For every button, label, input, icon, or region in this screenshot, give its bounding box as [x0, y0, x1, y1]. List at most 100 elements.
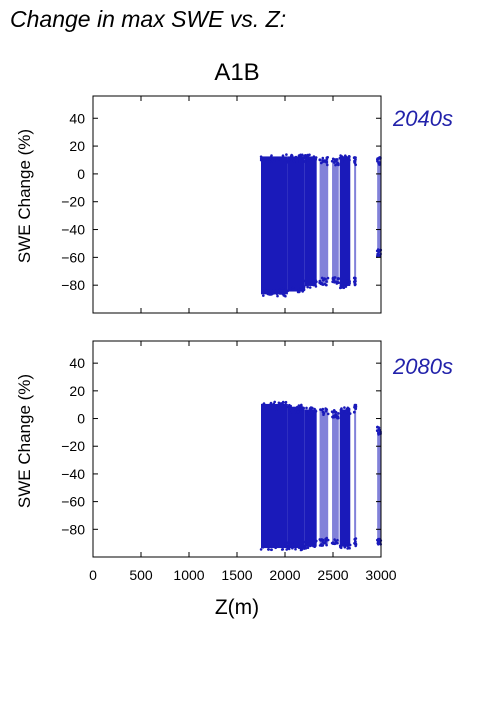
- y-axis-title: SWE Change (%): [15, 129, 34, 263]
- data-point: [340, 412, 344, 416]
- data-point: [376, 249, 380, 253]
- point-cluster: [259, 400, 289, 552]
- data-point: [271, 407, 275, 411]
- data-point: [314, 156, 318, 159]
- data-point: [308, 157, 312, 161]
- x-tick-label: 2500: [317, 567, 348, 583]
- data-point: [320, 538, 324, 541]
- data-point: [263, 159, 266, 162]
- data-point: [340, 155, 344, 158]
- y-tick-label: −40: [61, 466, 85, 482]
- y-tick-label: −40: [61, 222, 85, 238]
- data-point: [321, 544, 325, 547]
- data-point: [309, 541, 313, 544]
- data-point: [314, 410, 318, 413]
- data-point: [267, 548, 271, 551]
- data-point: [267, 545, 271, 548]
- data-point: [347, 411, 350, 415]
- point-band: [339, 156, 351, 286]
- y-tick-label: 0: [77, 166, 85, 182]
- point-band: [377, 428, 381, 544]
- data-point: [315, 539, 318, 543]
- data-point: [325, 160, 328, 164]
- data-point: [265, 544, 268, 547]
- point-cluster: [286, 153, 306, 294]
- data-point: [262, 287, 266, 290]
- data-point: [304, 283, 308, 287]
- y-tick-label: −20: [61, 438, 85, 454]
- point-cluster: [330, 409, 340, 546]
- data-point: [280, 408, 283, 412]
- data-point: [281, 287, 285, 290]
- data-point: [259, 155, 263, 158]
- data-point: [323, 277, 326, 280]
- data-point: [340, 282, 344, 286]
- data-point: [344, 155, 348, 159]
- data-point: [308, 159, 312, 163]
- data-point: [333, 538, 336, 541]
- data-point: [286, 541, 290, 544]
- data-point: [307, 414, 311, 417]
- data-point: [376, 425, 379, 429]
- data-point: [313, 407, 316, 411]
- point-band: [287, 406, 305, 549]
- data-point: [314, 279, 317, 282]
- data-point: [303, 154, 306, 158]
- data-point: [331, 276, 335, 280]
- data-point: [277, 544, 281, 548]
- data-point: [354, 403, 358, 407]
- data-point: [299, 544, 303, 547]
- data-point: [285, 153, 288, 156]
- data-point: [295, 160, 299, 163]
- data-point: [333, 414, 336, 418]
- data-point: [308, 411, 312, 415]
- data-point: [307, 409, 311, 413]
- point-cluster: [338, 154, 351, 290]
- page-title: Change in max SWE vs. Z:: [10, 6, 287, 32]
- data-point: [303, 160, 307, 164]
- data-point: [346, 283, 349, 287]
- data-point: [269, 401, 273, 405]
- data-point: [291, 286, 295, 289]
- data-point: [343, 406, 346, 409]
- data-point: [275, 405, 279, 408]
- data-point: [278, 292, 282, 295]
- data-point: [299, 285, 303, 289]
- data-point: [270, 548, 273, 552]
- data-point: [318, 538, 322, 541]
- data-point: [331, 410, 335, 414]
- data-point: [348, 546, 351, 550]
- data-point: [353, 538, 357, 541]
- data-point: [348, 543, 352, 547]
- point-band: [377, 159, 381, 256]
- data-point: [274, 157, 278, 160]
- data-point: [294, 547, 297, 551]
- data-point: [298, 289, 301, 293]
- data-point: [302, 406, 306, 410]
- data-point: [334, 280, 338, 284]
- data-point: [326, 163, 329, 167]
- data-point: [375, 429, 379, 432]
- data-point: [276, 294, 279, 298]
- data-point: [339, 286, 342, 290]
- data-point: [284, 294, 287, 298]
- data-point: [284, 401, 287, 405]
- data-point: [261, 543, 264, 546]
- point-cluster: [353, 403, 358, 548]
- data-point: [312, 544, 315, 548]
- data-point: [334, 541, 338, 545]
- y-tick-label: −60: [61, 494, 85, 510]
- data-point: [297, 546, 301, 550]
- data-point: [353, 159, 356, 163]
- data-point: [281, 291, 284, 294]
- data-point: [312, 160, 316, 164]
- data-point: [353, 405, 356, 409]
- data-point: [270, 542, 274, 546]
- data-point: [322, 413, 325, 417]
- y-tick-label: −20: [61, 194, 85, 210]
- data-point: [286, 161, 290, 164]
- x-tick-label: 1500: [221, 567, 252, 583]
- data-point: [341, 157, 344, 161]
- data-point: [320, 281, 323, 285]
- data-point: [285, 408, 288, 412]
